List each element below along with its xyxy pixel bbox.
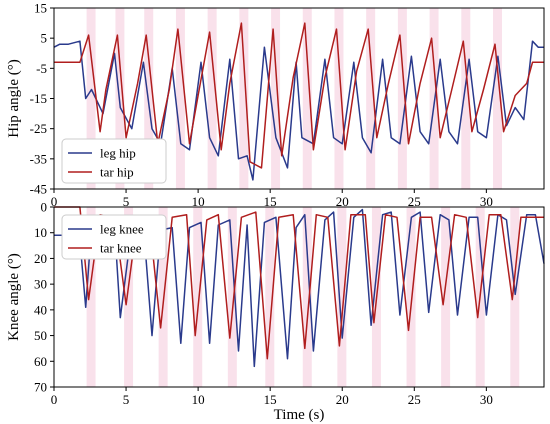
y-tick-label: 15 <box>34 1 47 16</box>
stance-shade <box>441 207 451 387</box>
y-tick-label: -15 <box>30 91 47 106</box>
legend-label: tar knee <box>100 241 142 256</box>
axes-frame <box>53 206 545 388</box>
legend-label: tar hip <box>100 165 134 180</box>
series-line-tar-knee <box>54 206 544 360</box>
stance-shade <box>334 8 344 189</box>
x-tick-label: 5 <box>123 194 130 209</box>
x-tick-label: 30 <box>480 194 493 209</box>
x-tick-label: 15 <box>264 392 277 407</box>
legend-label: leg hip <box>100 146 136 161</box>
y-tick-label: -45 <box>30 182 47 197</box>
hip-angle-panel: 0 5 10 15 20 25 30 15 5 -5 -15 -25 -35 -45 Hip angle (… <box>6 1 545 209</box>
legend: leg hip tar hip <box>61 138 167 184</box>
stance-shade <box>493 8 502 189</box>
y-tick-label: 0 <box>41 200 48 215</box>
x-tick-label: 0 <box>51 392 58 407</box>
x-axis-title: Time (s) <box>274 407 325 423</box>
y-tick-label: -35 <box>30 151 47 166</box>
x-tick-label: 20 <box>336 392 349 407</box>
stance-shade <box>302 207 312 387</box>
y-tick-label: 20 <box>34 251 47 266</box>
stance-shade <box>271 8 281 189</box>
stance-shade <box>406 207 416 387</box>
x-tick-label: 25 <box>408 194 421 209</box>
y-tick-label: 30 <box>34 277 47 292</box>
stance-shade <box>86 207 96 387</box>
y-tick-label: 40 <box>34 302 47 317</box>
legend-label: leg knee <box>100 222 144 237</box>
stance-shade <box>510 207 520 387</box>
knee-angle-panel: 0 5 10 15 20 25 30 0 10 20 30 40 50 60 70 Knee angle (°… <box>6 200 545 423</box>
stance-shade <box>207 8 217 189</box>
y-tick-label: 5 <box>41 31 48 46</box>
y-axis-title: Hip angle (°) <box>6 59 22 137</box>
stance-shade <box>397 8 407 189</box>
x-tick-label: 0 <box>51 194 58 209</box>
stance-shade <box>265 207 275 387</box>
x-tick-label: 15 <box>264 194 277 209</box>
y-tick-label: 50 <box>34 328 47 343</box>
stance-shade <box>337 207 347 387</box>
stance-shade <box>86 8 96 189</box>
y-tick-label: 10 <box>34 225 47 240</box>
stance-shade <box>193 207 203 387</box>
stance-shade <box>302 8 312 189</box>
stance-shade <box>461 8 471 189</box>
y-tick-label: 70 <box>34 380 47 395</box>
stance-shade <box>175 8 185 189</box>
legend: leg knee tar knee <box>61 214 167 260</box>
series-line-leg-hip <box>53 40 544 181</box>
y-tick-label: 60 <box>34 354 47 369</box>
stance-shade <box>124 207 134 387</box>
x-tick-label: 10 <box>192 194 205 209</box>
stance-shade <box>239 8 249 189</box>
stance-shade <box>227 207 237 387</box>
y-axis-title: Knee angle (°) <box>6 253 22 341</box>
x-tick-label: 25 <box>408 392 421 407</box>
y-tick-label: -25 <box>30 121 47 136</box>
x-tick-label: 5 <box>123 392 130 407</box>
x-tick-label: 30 <box>480 392 493 407</box>
stance-shade <box>429 8 439 189</box>
y-tick-label: -5 <box>36 61 47 76</box>
stance-shade <box>366 8 376 189</box>
series-line-tar-hip <box>54 22 544 169</box>
x-tick-label: 10 <box>192 392 205 407</box>
x-tick-label: 20 <box>336 194 349 209</box>
